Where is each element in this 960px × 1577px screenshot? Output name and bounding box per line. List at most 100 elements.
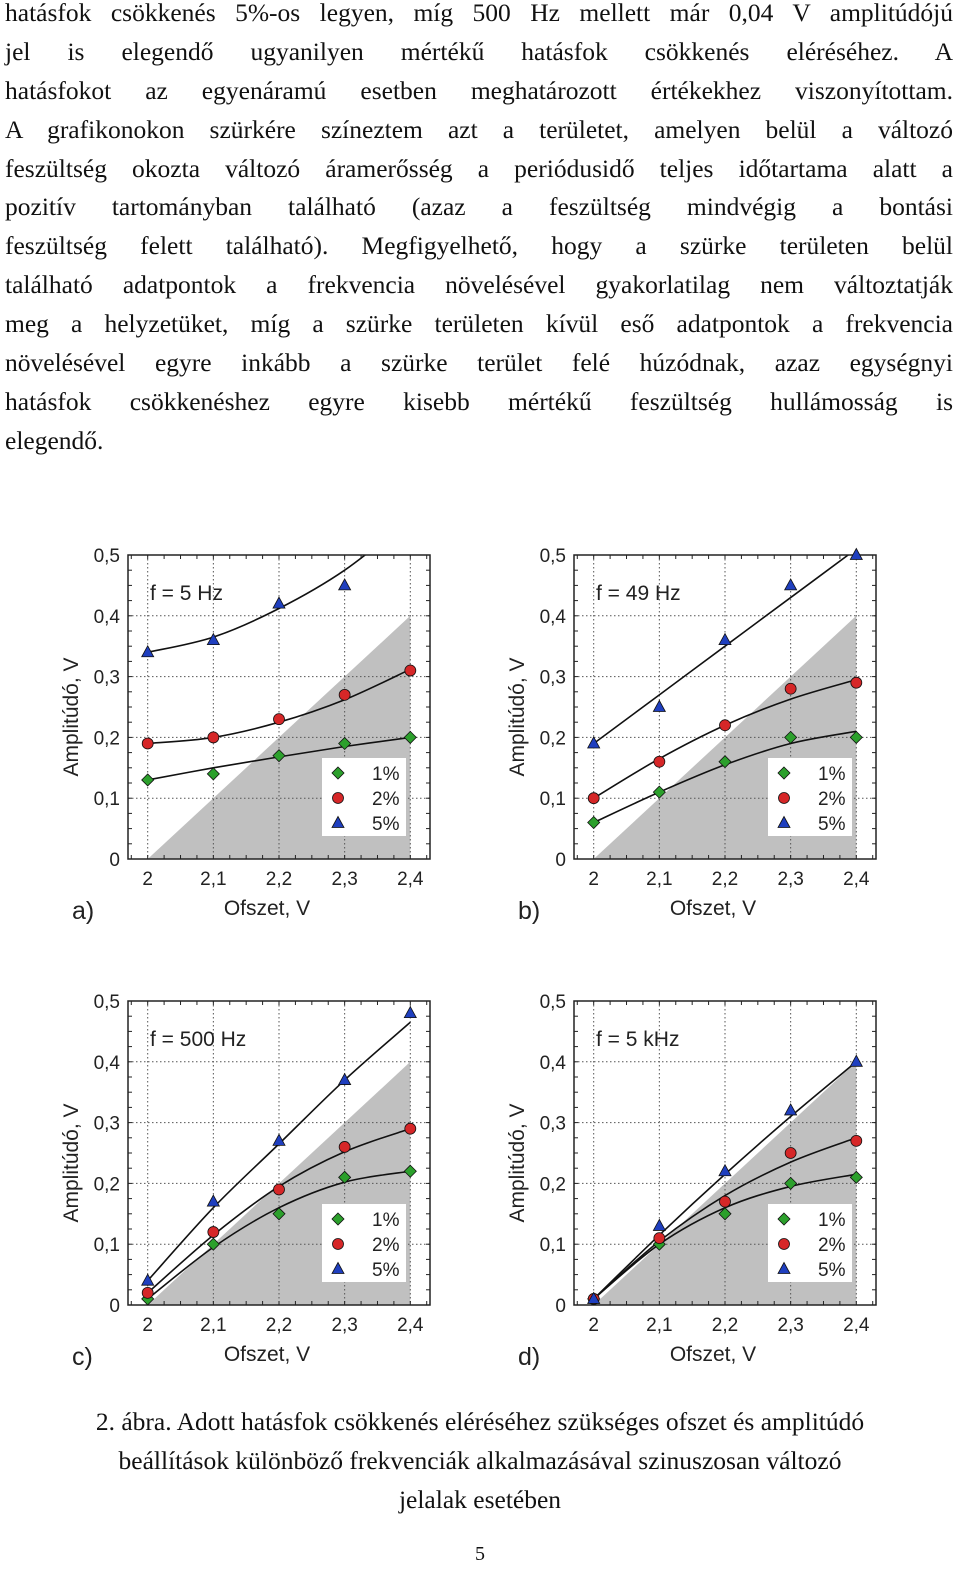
- y-tick-label: 0,2: [94, 1174, 120, 1195]
- y-axis-label: Amplitúdó, V: [506, 657, 529, 776]
- x-tick-label: 2: [588, 869, 599, 890]
- figure-charts: 0 0,1 0,2 0,3 0,4 0,5 2 2,1 2,2 2,3 2,4 Ofszet, V Am…: [60, 546, 877, 1371]
- fit-curve: [593, 1137, 857, 1300]
- data-point-circle: [273, 713, 285, 726]
- x-tick-label: 2: [142, 869, 153, 890]
- y-axis-label: Amplitúdó, V: [506, 1103, 529, 1222]
- plot-frame: [127, 1000, 431, 1306]
- data-point-diamond: [331, 1212, 345, 1226]
- data-point-triangle: [849, 1054, 863, 1067]
- legend: 1% 2% 5%: [768, 1204, 852, 1282]
- legend: 1% 2% 5%: [768, 758, 852, 836]
- data-point-circle: [404, 664, 417, 677]
- data-point-circle: [332, 1238, 344, 1250]
- data-point-triangle: [777, 1261, 791, 1274]
- x-tick-label: 2,2: [266, 1315, 292, 1336]
- data-point-triangle: [849, 547, 863, 560]
- data-point-triangle: [587, 736, 601, 749]
- x-tick-label: 2,2: [712, 1315, 738, 1336]
- body-paragraph: hatásfok csökkenés 5%-os legyen, míg 500…: [5, 0, 953, 461]
- legend-label: 1%: [372, 1210, 400, 1231]
- data-point-diamond: [849, 730, 863, 744]
- data-point-circle: [207, 1226, 220, 1238]
- data-point-diamond: [272, 1207, 286, 1221]
- legend-label: 2%: [818, 1235, 846, 1256]
- panel-label: d): [518, 1343, 540, 1371]
- data-point-triangle: [718, 632, 732, 646]
- y-tick-label: 0: [109, 850, 120, 871]
- data-point-diamond: [141, 773, 155, 787]
- body-line: hatásfokot az egyenáramú esetben meghatá…: [5, 75, 953, 105]
- data-point-triangle: [206, 1194, 221, 1207]
- data-point-diamond: [718, 755, 732, 769]
- legend-label: 5%: [818, 1260, 846, 1281]
- figure-caption: 2. ábra. Adott hatásfok csökkenés elérés…: [0, 1403, 960, 1520]
- x-tick-label: 2,3: [777, 869, 803, 890]
- chart-panel-c: 0 0,1 0,2 0,3 0,4 0,5 2 2,1 2,2 2,3 2,4 Ofszet, V Am…: [60, 992, 431, 1371]
- data-point-triangle: [777, 815, 791, 828]
- frequency-annotation: f = 49 Hz: [596, 582, 681, 605]
- data-point-circle: [273, 1183, 285, 1196]
- legend-label: 2%: [818, 789, 846, 810]
- legend-label: 1%: [372, 764, 400, 785]
- body-line: pozitív tartományban található (azaz a f…: [5, 192, 953, 222]
- data-point-circle: [141, 1286, 154, 1299]
- data-point-circle: [850, 1134, 863, 1147]
- data-point-triangle: [587, 1291, 601, 1304]
- y-tick-label: 0: [109, 1296, 120, 1317]
- body-line: növelésével egyre inkább a szürke terüle…: [5, 348, 953, 378]
- y-tick-label: 0,2: [540, 1174, 566, 1195]
- data-point-diamond: [777, 1212, 791, 1226]
- x-tick-label: 2,3: [331, 869, 357, 890]
- data-point-circle: [587, 792, 600, 805]
- data-point-triangle: [206, 632, 221, 646]
- frequency-annotation: f = 5 kHz: [596, 1028, 679, 1051]
- body-line: A grafikonokon szürkére színeztem azt a …: [5, 114, 953, 144]
- data-point-triangle: [783, 1103, 798, 1116]
- data-point-circle: [338, 688, 351, 701]
- y-axis-label: Amplitúdó, V: [60, 1103, 83, 1222]
- y-tick-label: 0,5: [94, 992, 120, 1013]
- data-point-circle: [784, 1147, 797, 1159]
- data-point-diamond: [784, 1176, 798, 1190]
- data-point-circle: [332, 792, 344, 804]
- x-tick-label: 2: [142, 1315, 153, 1336]
- panel-label: c): [72, 1343, 93, 1371]
- plot-frame: [127, 554, 431, 860]
- data-point-triangle: [652, 699, 667, 712]
- x-axis-label: Ofszet, V: [224, 1343, 310, 1366]
- y-tick-label: 0,3: [94, 1114, 120, 1135]
- data-point-circle: [778, 1238, 790, 1250]
- caption-line: beállítások különböző frekvenciák alkalm…: [118, 1445, 842, 1475]
- data-point-circle: [653, 755, 666, 768]
- page-number: 5: [475, 1543, 485, 1565]
- data-point-triangle: [331, 815, 345, 828]
- x-axis-label: Ofszet, V: [224, 897, 310, 920]
- y-tick-label: 0,3: [94, 668, 120, 689]
- chart-panel-d: 0 0,1 0,2 0,3 0,4 0,5 2 2,1 2,2 2,3 2,4 Ofszet, V Am…: [506, 992, 877, 1371]
- x-tick-label: 2,3: [331, 1315, 357, 1336]
- data-point-circle: [778, 792, 790, 804]
- body-line: hatásfok csökkenéshez egyre kisebb mérté…: [5, 386, 953, 416]
- data-point-diamond: [718, 1207, 732, 1221]
- data-point-circle: [784, 682, 797, 695]
- body-line: elegendő.: [5, 425, 104, 455]
- data-point-diamond: [338, 1170, 352, 1184]
- data-point-diamond: [403, 730, 417, 744]
- data-point-triangle: [141, 644, 155, 658]
- data-point-diamond: [849, 1170, 863, 1184]
- data-point-triangle: [337, 1072, 352, 1085]
- frequency-annotation: f = 5 Hz: [150, 582, 223, 605]
- y-tick-label: 0,4: [94, 607, 121, 628]
- x-tick-label: 2: [588, 1315, 599, 1336]
- data-point-circle: [141, 737, 154, 750]
- y-tick-label: 0: [555, 1296, 566, 1317]
- y-axis-label: Amplitúdó, V: [60, 657, 83, 776]
- data-point-triangle: [652, 1218, 667, 1231]
- data-point-diamond: [777, 766, 791, 780]
- data-point-triangle: [718, 1163, 732, 1177]
- x-axis-label: Ofszet, V: [670, 897, 756, 920]
- chart-panel-b: 0 0,1 0,2 0,3 0,4 0,5 2 2,1 2,2 2,3 2,4 Ofszet, V Am…: [506, 546, 877, 925]
- x-tick-label: 2,1: [646, 1315, 672, 1336]
- y-tick-label: 0,4: [540, 1053, 567, 1074]
